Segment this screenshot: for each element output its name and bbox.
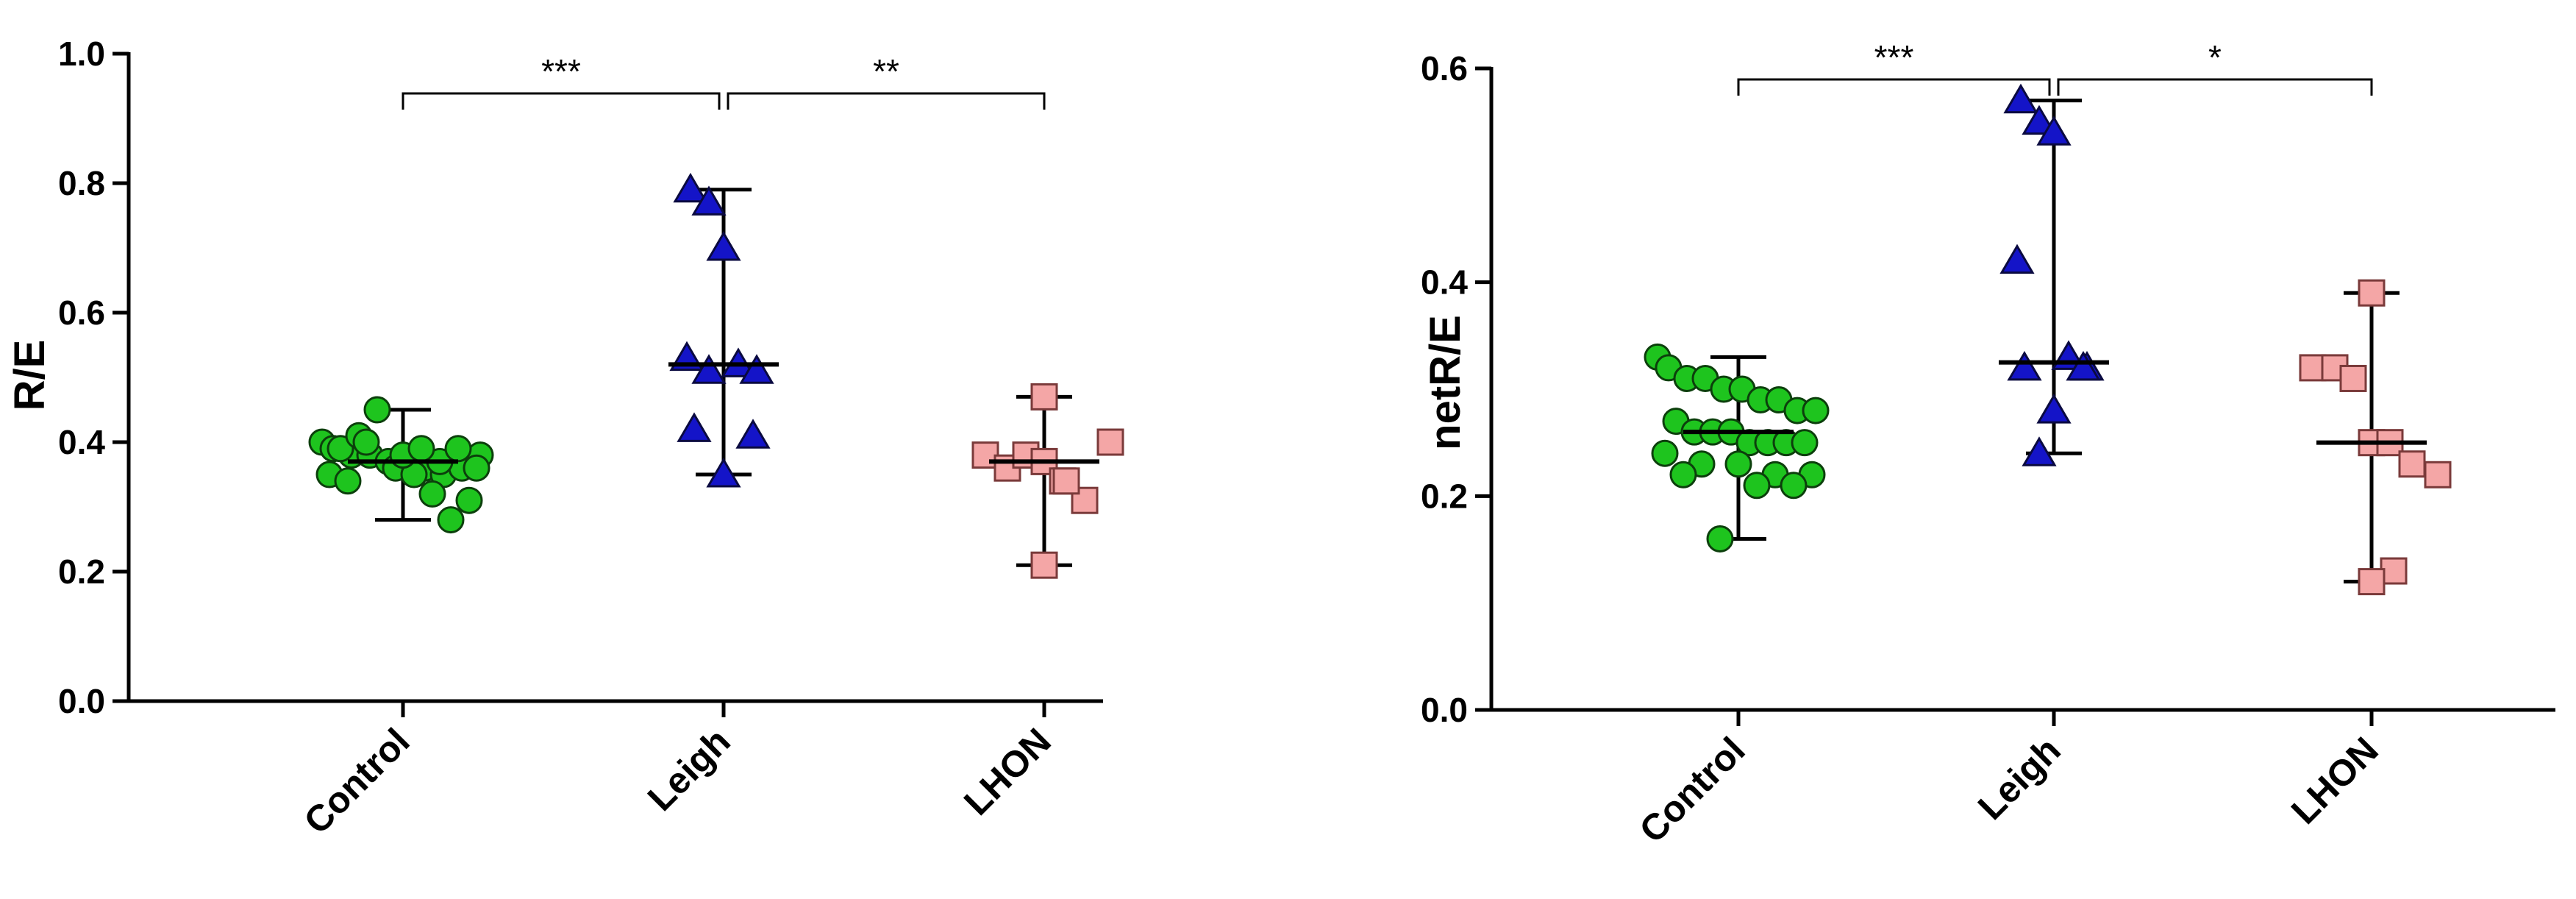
significance-bracket: *** — [1737, 38, 2051, 96]
data-point — [437, 506, 465, 534]
data-point — [1030, 551, 1058, 579]
data-point — [352, 428, 380, 456]
data-point — [2007, 350, 2042, 381]
series-leigh — [1999, 83, 2109, 466]
series-control — [308, 396, 494, 534]
x-tick-label: LHON — [956, 720, 1059, 823]
y-tick-label: 0.6 — [58, 294, 105, 332]
significance-label: ** — [873, 52, 899, 90]
x-tick-label: Leigh — [640, 720, 738, 819]
y-axis-title: R/E — [6, 340, 54, 411]
data-point — [2022, 104, 2057, 135]
data-point — [1030, 383, 1058, 411]
data-point — [735, 419, 771, 449]
bracket-line — [2057, 78, 2373, 96]
x-tick-label: Control — [1632, 729, 1753, 850]
data-point — [363, 396, 391, 424]
significance-label: *** — [541, 52, 581, 90]
data-point — [2380, 557, 2408, 585]
data-point — [463, 454, 490, 482]
significance-label: *** — [1874, 38, 1914, 77]
data-point — [677, 412, 712, 442]
data-point — [2424, 461, 2452, 488]
x-tick-label: LHON — [2283, 729, 2386, 832]
data-point — [1096, 428, 1124, 456]
data-point — [2339, 364, 2367, 392]
data-point — [1743, 472, 1771, 500]
data-point — [691, 185, 727, 216]
data-point — [327, 435, 354, 463]
y-tick-label: 0.8 — [58, 164, 105, 202]
y-tick-label: 1.0 — [58, 35, 105, 73]
data-point — [1999, 244, 2035, 274]
y-tick-label: 0.2 — [58, 552, 105, 591]
series-lhon — [2299, 279, 2452, 596]
data-point — [1791, 429, 1819, 457]
data-point — [2036, 394, 2072, 424]
data-point — [1669, 461, 1697, 488]
data-point — [444, 435, 472, 463]
bracket-line — [1737, 78, 2051, 96]
data-point — [455, 486, 483, 514]
bracket-line — [727, 92, 1046, 110]
data-point — [1780, 472, 1808, 500]
data-point — [2066, 350, 2101, 381]
data-point — [2036, 116, 2072, 146]
y-tick-label: 0.0 — [1421, 691, 1468, 729]
series-control — [1644, 343, 1830, 552]
data-point — [739, 354, 774, 384]
data-point — [706, 231, 741, 261]
y-tick-label: 0.6 — [1421, 49, 1468, 88]
significance-bracket: ** — [727, 52, 1046, 110]
data-point — [1724, 450, 1752, 478]
y-tick-label: 0.4 — [58, 423, 105, 461]
data-point — [407, 435, 435, 463]
y-tick-label: 0.0 — [58, 682, 105, 720]
y-axis-title: netR/E — [1421, 315, 1469, 450]
data-point — [1802, 397, 1830, 424]
x-tick-label: Leigh — [1970, 729, 2069, 828]
data-point — [1052, 467, 1080, 495]
series-leigh — [668, 172, 779, 488]
data-point — [2398, 450, 2426, 478]
y-tick-label: 0.4 — [1421, 263, 1468, 302]
data-point — [2022, 436, 2057, 466]
data-point — [1651, 439, 1679, 467]
y-tick-label: 0.2 — [1421, 477, 1468, 515]
data-point — [2358, 568, 2386, 596]
series-lhon — [971, 383, 1124, 579]
data-point — [2003, 83, 2038, 114]
data-point — [418, 480, 446, 508]
significance-bracket: * — [2057, 38, 2373, 96]
bracket-line — [402, 92, 721, 110]
data-point — [706, 458, 741, 488]
data-point — [334, 467, 362, 495]
significance-label: * — [2208, 38, 2222, 77]
data-point — [673, 172, 708, 203]
data-point — [1706, 525, 1734, 552]
data-point — [2299, 354, 2327, 382]
x-tick-label: Control — [296, 720, 418, 842]
significance-bracket: *** — [402, 52, 721, 110]
data-point — [2358, 279, 2386, 307]
data-point — [691, 354, 727, 384]
